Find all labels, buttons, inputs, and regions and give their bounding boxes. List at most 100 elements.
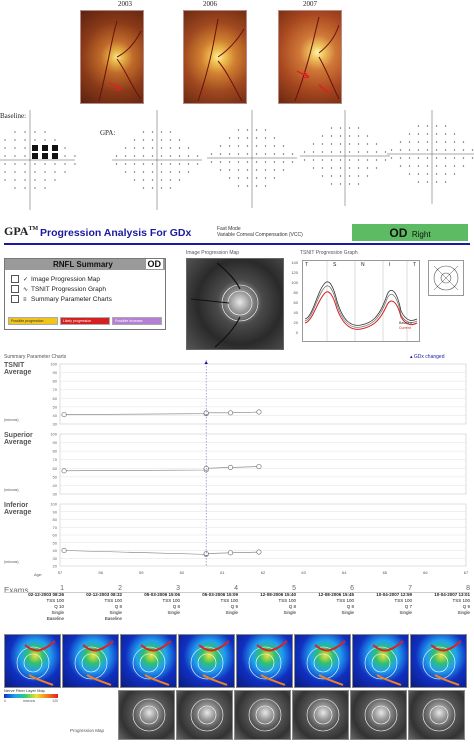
- exam-column-3[interactable]: 3 05-03-2006 15:06 TSS 100 Q 8 Single: [124, 585, 180, 616]
- nfl-map-thumbnail[interactable]: [410, 634, 467, 688]
- summary-chart-frame: [59, 363, 467, 425]
- summary-ytick: 30: [53, 556, 58, 561]
- unit-label-tsnit: (microns): [4, 418, 19, 422]
- exam-column-8[interactable]: 8 10-04-2007 13:01 TSS 100 Q 9 Single: [414, 585, 470, 616]
- vf-point: [453, 157, 456, 159]
- vf-defect-mark: [52, 145, 58, 151]
- summary-ytick: 40: [53, 548, 58, 553]
- vf-point: [357, 175, 360, 177]
- age-tick: 61: [220, 570, 225, 575]
- nfl-map-row: [4, 634, 470, 688]
- header-rule: [4, 243, 470, 245]
- vf-point: [228, 169, 231, 171]
- vf-point: [273, 145, 276, 147]
- vf-point: [408, 157, 411, 159]
- vf-point: [64, 171, 66, 173]
- nfl-map-thumbnail[interactable]: [4, 634, 61, 688]
- vf-point: [246, 137, 249, 139]
- vf-point: [330, 151, 333, 153]
- checkbox-icon[interactable]: [11, 275, 19, 284]
- vf-point: [348, 159, 351, 161]
- gpa-logo: GPATM: [4, 224, 39, 238]
- progression-map-thumbnail[interactable]: [408, 690, 465, 740]
- nfl-map-thumbnail[interactable]: [294, 634, 351, 688]
- vf-point: [348, 167, 351, 169]
- summary-ytick: 30: [53, 492, 58, 497]
- vf-point: [444, 173, 447, 175]
- vf-point: [444, 157, 447, 159]
- rnfl-item-tsnit-graph[interactable]: ∿ TSNIT Progression Graph: [11, 285, 112, 295]
- progression-map-thumbnail[interactable]: [292, 690, 349, 740]
- exam-q: Q 9: [462, 604, 470, 609]
- progression-map-thumbnail[interactable]: [234, 690, 291, 740]
- vf-point: [255, 153, 258, 155]
- exam-column-2[interactable]: 2 02-12-2003 08:32 TSS 100 Q 8 Single Baselin…: [66, 585, 122, 622]
- exam-column-1[interactable]: 1 02-12-2003 08:26 TSS 100 Q 10 Single Baseli…: [8, 585, 64, 622]
- vf-point: [115, 155, 118, 157]
- exam-q: Q 7: [404, 604, 412, 609]
- vf-point: [4, 163, 6, 165]
- vf-point: [366, 151, 369, 153]
- vf-point: [34, 163, 36, 165]
- checkbox-icon[interactable]: [11, 285, 19, 294]
- progression-map-thumbnail[interactable]: [118, 690, 175, 740]
- nfl-map-thumbnail[interactable]: [178, 634, 235, 688]
- vf-point: [210, 153, 213, 155]
- progression-legend: Possible progression Likely progression …: [8, 317, 162, 325]
- exam-date: 10-04-2007 13:01: [434, 592, 470, 597]
- vf-point: [435, 173, 438, 175]
- nfl-map-thumbnail[interactable]: [62, 634, 119, 688]
- vf-point: [435, 149, 438, 151]
- nfl-map-thumbnail[interactable]: [352, 634, 409, 688]
- vf-point: [169, 179, 172, 181]
- exam-column-6[interactable]: 6 12-08-2006 15:45 TSS 100 Q 8 Single: [298, 585, 354, 616]
- vf-point: [366, 135, 369, 137]
- vf-point: [417, 141, 420, 143]
- exam-mode: Single: [225, 610, 238, 615]
- summary-ytick: 80: [53, 379, 58, 384]
- exam-tag: Baseline: [104, 616, 122, 621]
- nfl-map-thumbnail[interactable]: [120, 634, 177, 688]
- tsnit-plot-area: T S N I T Baseline Current: [302, 260, 420, 342]
- exam-column-5[interactable]: 5 12-08-2006 15:40 TSS 100 Q 8 Single: [240, 585, 296, 616]
- visual-field-grid-5: [387, 110, 474, 204]
- vf-point: [384, 151, 387, 153]
- vf-point: [357, 167, 360, 169]
- exam-q: Q 8: [288, 604, 296, 609]
- vf-point: [366, 159, 369, 161]
- vf-point: [187, 163, 190, 165]
- progression-map-thumbnail[interactable]: [176, 690, 233, 740]
- vf-point: [160, 179, 163, 181]
- vf-point: [453, 149, 456, 151]
- vf-point: [426, 149, 429, 151]
- report-title: Progression Analysis For GDx: [40, 227, 192, 239]
- photo-year-2003: 2003: [118, 0, 132, 8]
- vf-point: [151, 163, 154, 165]
- progression-map-thumbnail[interactable]: [350, 690, 407, 740]
- tsnit-y-axis: 140 120 100 80 60 40 20 0: [291, 260, 298, 335]
- vf-point: [339, 183, 342, 185]
- vf-point: [330, 135, 333, 137]
- vf-point: [237, 185, 240, 187]
- summary-data-point: [228, 464, 234, 470]
- vf-point: [321, 151, 324, 153]
- rnfl-item-summary-charts[interactable]: ≡ Summary Parameter Charts: [11, 295, 112, 305]
- vf-point: [237, 129, 240, 131]
- vf-point: [462, 149, 465, 151]
- vf-point: [273, 177, 276, 179]
- vf-point: [399, 165, 402, 167]
- vf-defect-mark: [32, 145, 38, 151]
- nfl-map-thumbnail[interactable]: [236, 634, 293, 688]
- exam-column-4[interactable]: 4 05-03-2006 15:09 TSS 100 Q 9 Single: [182, 585, 238, 616]
- rnfl-item-image-map[interactable]: ✓ Image Progression Map: [11, 275, 112, 285]
- vf-point: [330, 127, 333, 129]
- vf-point: [133, 155, 136, 157]
- legend-possible: Possible progression: [8, 317, 58, 325]
- vf-point: [142, 131, 145, 133]
- checkbox-icon[interactable]: [11, 295, 19, 304]
- vf-point: [264, 185, 267, 187]
- vf-point: [237, 177, 240, 179]
- vf-point: [339, 167, 342, 169]
- exam-column-7[interactable]: 7 10-04-2007 12:59 TSS 100 Q 7 Single: [356, 585, 412, 616]
- vf-point: [264, 153, 267, 155]
